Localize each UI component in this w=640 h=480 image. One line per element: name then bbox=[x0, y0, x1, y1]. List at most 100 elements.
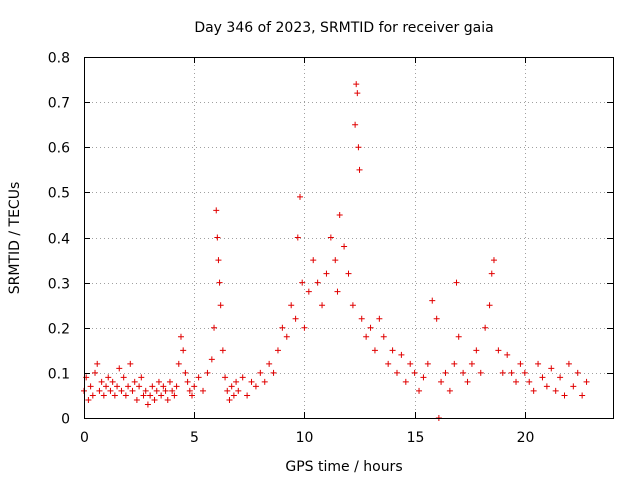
data-point bbox=[517, 360, 524, 367]
data-point bbox=[508, 369, 515, 376]
data-point bbox=[266, 360, 273, 367]
data-point bbox=[230, 392, 237, 399]
data-point bbox=[195, 374, 202, 381]
data-point bbox=[239, 374, 246, 381]
data-point bbox=[513, 378, 520, 385]
data-point bbox=[228, 383, 235, 390]
data-point bbox=[186, 387, 193, 394]
y-tick-label: 0.8 bbox=[48, 51, 70, 67]
data-point bbox=[455, 333, 462, 340]
data-point bbox=[164, 396, 171, 403]
data-point bbox=[125, 383, 132, 390]
y-tick-label: 0.2 bbox=[48, 322, 70, 338]
data-point bbox=[495, 347, 502, 354]
data-point bbox=[482, 324, 489, 331]
data-point bbox=[353, 81, 360, 88]
y-tick-label: 0.4 bbox=[48, 232, 70, 248]
data-point bbox=[561, 392, 568, 399]
data-point bbox=[235, 387, 242, 394]
data-point bbox=[301, 324, 308, 331]
x-tick-label: 10 bbox=[296, 430, 314, 446]
y-tick-label: 0.6 bbox=[48, 141, 70, 157]
data-point bbox=[371, 347, 378, 354]
data-point bbox=[557, 374, 564, 381]
data-point bbox=[451, 360, 458, 367]
y-axis-label: SRMTID / TECUs bbox=[7, 182, 23, 295]
data-point bbox=[129, 387, 136, 394]
data-point bbox=[189, 392, 196, 399]
data-point bbox=[217, 302, 224, 309]
data-point bbox=[116, 365, 123, 372]
axis-ticks: 0 0.1 0.2 0.3 0.4 0.5 0.6 0.7 0.8 0 5 10 15 20 bbox=[48, 51, 613, 446]
data-point bbox=[175, 360, 182, 367]
data-point bbox=[552, 387, 559, 394]
data-point bbox=[288, 302, 295, 309]
data-point bbox=[453, 279, 460, 286]
data-point bbox=[200, 387, 207, 394]
data-point bbox=[376, 315, 383, 322]
data-point bbox=[215, 257, 222, 264]
data-point bbox=[162, 387, 169, 394]
data-point bbox=[89, 392, 96, 399]
data-point bbox=[464, 378, 471, 385]
data-point bbox=[96, 387, 103, 394]
data-point bbox=[147, 392, 154, 399]
data-point bbox=[111, 392, 118, 399]
data-point bbox=[336, 211, 343, 218]
data-point bbox=[323, 270, 330, 277]
y-tick-label: 0.7 bbox=[48, 96, 70, 112]
data-point bbox=[283, 333, 290, 340]
data-point bbox=[548, 365, 555, 372]
data-point bbox=[433, 315, 440, 322]
data-point bbox=[345, 270, 352, 277]
data-points bbox=[81, 81, 590, 421]
data-point bbox=[222, 374, 229, 381]
data-point bbox=[252, 383, 259, 390]
data-point bbox=[173, 383, 180, 390]
x-axis-label: GPS time / hours bbox=[285, 459, 402, 475]
data-point bbox=[184, 378, 191, 385]
data-point bbox=[144, 401, 151, 408]
data-point bbox=[127, 360, 134, 367]
data-point bbox=[191, 383, 198, 390]
data-point bbox=[565, 360, 572, 367]
data-point bbox=[356, 166, 363, 173]
data-point bbox=[169, 387, 176, 394]
data-point bbox=[393, 369, 400, 376]
data-point bbox=[226, 396, 233, 403]
x-tick-label: 5 bbox=[190, 430, 199, 446]
data-point bbox=[310, 257, 317, 264]
data-point bbox=[420, 374, 427, 381]
data-point bbox=[122, 392, 129, 399]
data-point bbox=[85, 396, 92, 403]
data-point bbox=[214, 234, 221, 241]
data-point bbox=[349, 302, 356, 309]
data-point bbox=[233, 378, 240, 385]
data-point bbox=[292, 315, 299, 322]
data-point bbox=[274, 347, 281, 354]
data-point bbox=[142, 387, 149, 394]
data-point bbox=[87, 383, 94, 390]
chart-title: Day 346 of 2023, SRMTID for receiver gai… bbox=[194, 20, 493, 36]
data-point bbox=[204, 369, 211, 376]
data-point bbox=[367, 324, 374, 331]
data-point bbox=[574, 369, 581, 376]
data-point bbox=[219, 347, 226, 354]
data-point bbox=[442, 369, 449, 376]
data-point bbox=[244, 392, 251, 399]
data-point bbox=[583, 378, 590, 385]
data-point bbox=[211, 324, 218, 331]
data-point bbox=[411, 369, 418, 376]
data-point bbox=[155, 378, 162, 385]
data-point bbox=[477, 369, 484, 376]
data-point bbox=[105, 374, 112, 381]
data-point bbox=[385, 360, 392, 367]
data-point bbox=[504, 351, 511, 358]
data-point bbox=[341, 243, 348, 250]
data-point bbox=[407, 360, 414, 367]
grid-lines bbox=[84, 57, 613, 418]
data-point bbox=[358, 315, 365, 322]
data-point bbox=[248, 378, 255, 385]
data-point bbox=[138, 374, 145, 381]
data-point bbox=[334, 288, 341, 295]
